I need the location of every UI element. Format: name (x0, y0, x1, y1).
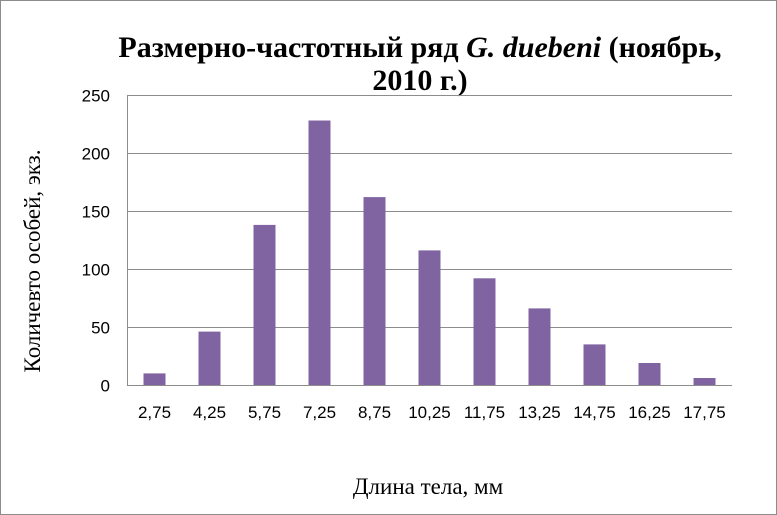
y-tick-label: 0 (101, 377, 110, 396)
chart-title-part-3: (ноябрь, (601, 31, 721, 64)
x-tick-label: 8,75 (358, 403, 391, 422)
bar (253, 224, 276, 385)
y-tick-label: 150 (82, 203, 110, 222)
bar (693, 378, 716, 385)
bar (583, 344, 606, 385)
bar (143, 373, 166, 385)
x-tick-label: 5,75 (248, 403, 281, 422)
bar (528, 308, 551, 385)
x-tick-labels: 2,75 4,25 5,75 7,25 8,75 10,25 11,75 13,25 14,75… (138, 403, 726, 422)
x-tick-label: 11,75 (464, 403, 505, 422)
gridlines (127, 95, 732, 386)
bar (198, 331, 221, 385)
y-tick-label: 100 (82, 261, 110, 280)
y-axis-label: Количевто особей, экз. (20, 149, 45, 372)
bars (143, 120, 716, 385)
x-tick-label: 13,25 (518, 403, 561, 422)
y-tick-label: 50 (91, 319, 110, 338)
y-tick-label: 200 (82, 145, 110, 164)
chart-title-line-2: 2010 г.) (372, 64, 467, 97)
chart-title-line-1: Размерно-частотный ряд G. duebeni (ноябр… (118, 31, 721, 64)
bar (473, 278, 496, 385)
y-tick-labels: 0 50 100 150 200 250 (82, 87, 110, 396)
x-tick-label: 16,25 (628, 403, 671, 422)
x-tick-label: 2,75 (138, 403, 171, 422)
x-tick-label: 14,75 (573, 403, 616, 422)
x-axis-label: Длина тела, мм (353, 474, 504, 499)
bar (418, 250, 441, 385)
x-tick-label: 10,25 (408, 403, 451, 422)
chart-title-species: G. duebeni (466, 31, 602, 64)
bar (308, 120, 331, 385)
x-tick-label: 7,25 (303, 403, 336, 422)
x-tick-label: 4,25 (193, 403, 226, 422)
chart-title-part-1: Размерно-частотный ряд (118, 31, 466, 64)
bar (638, 363, 661, 385)
bar (363, 197, 386, 385)
y-tick-label: 250 (82, 87, 110, 106)
x-tick-label: 17,75 (683, 403, 726, 422)
